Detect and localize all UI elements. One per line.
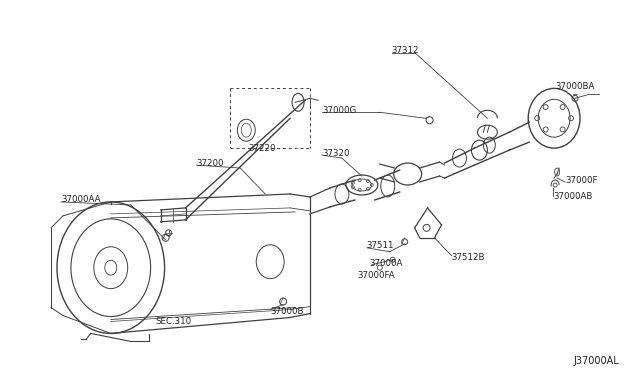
Text: 37000G: 37000G: [322, 106, 356, 115]
Text: 37200: 37200: [196, 158, 224, 167]
Text: 37000A: 37000A: [370, 259, 403, 268]
Text: 37000FA: 37000FA: [358, 271, 396, 280]
Text: 37320: 37320: [322, 149, 349, 158]
Text: 37000BA: 37000BA: [555, 82, 595, 91]
Text: 37000AA: 37000AA: [61, 195, 100, 205]
Text: SEC.310: SEC.310: [156, 317, 192, 326]
Text: 37000B: 37000B: [270, 307, 304, 316]
Text: 37000AB: 37000AB: [553, 192, 593, 202]
Text: 37312: 37312: [392, 46, 419, 55]
Text: 37511: 37511: [367, 241, 394, 250]
Text: 37000F: 37000F: [565, 176, 598, 185]
Text: J37000AL: J37000AL: [573, 356, 619, 366]
Text: 37220: 37220: [248, 144, 276, 153]
Text: 37512B: 37512B: [451, 253, 485, 262]
